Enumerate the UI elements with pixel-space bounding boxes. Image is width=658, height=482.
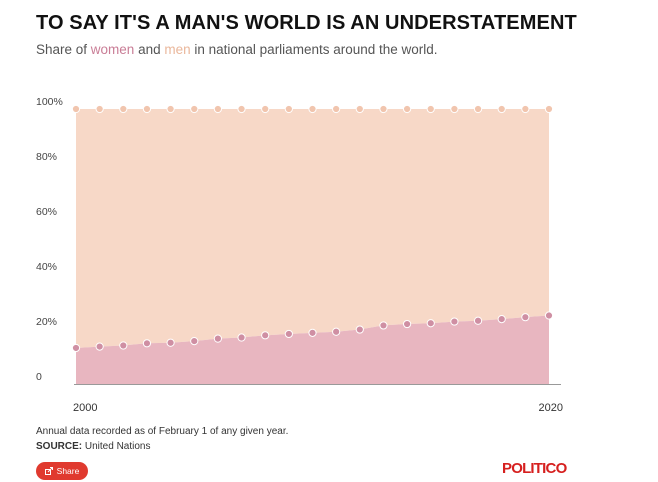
y-tick-label-80: 80% bbox=[36, 151, 57, 163]
share-icon bbox=[44, 467, 53, 475]
source-line: SOURCE: United Nations bbox=[36, 441, 151, 452]
men-point-2011[interactable] bbox=[332, 104, 341, 114]
politico-logo: POLITICO bbox=[502, 460, 567, 477]
women-point-2007[interactable] bbox=[237, 333, 246, 342]
women-point-2020[interactable] bbox=[544, 311, 554, 320]
source-label: SOURCE: bbox=[36, 441, 83, 452]
women-point-2018[interactable] bbox=[497, 315, 506, 324]
men-point-2005[interactable] bbox=[190, 104, 199, 114]
men-point-2002[interactable] bbox=[119, 104, 128, 114]
x-axis-labels: 2000 2020 bbox=[73, 402, 563, 414]
men-point-2008[interactable] bbox=[261, 104, 270, 114]
subtitle-men-legend: men bbox=[164, 42, 191, 57]
men-area bbox=[76, 109, 549, 348]
men-point-2014[interactable] bbox=[403, 104, 412, 114]
women-point-2015[interactable] bbox=[426, 319, 435, 328]
men-point-2019[interactable] bbox=[521, 104, 530, 114]
chart-points[interactable] bbox=[71, 104, 554, 353]
y-axis-labels: 0 20% 40% 60% 80% 100% bbox=[36, 96, 63, 383]
women-point-2008[interactable] bbox=[261, 331, 270, 340]
women-point-2016[interactable] bbox=[450, 317, 459, 326]
x-tick-label-start: 2000 bbox=[73, 402, 97, 414]
source-text: United Nations bbox=[82, 441, 151, 452]
women-point-2006[interactable] bbox=[213, 334, 222, 343]
men-point-2016[interactable] bbox=[450, 104, 459, 114]
women-point-2012[interactable] bbox=[355, 325, 364, 334]
women-point-2014[interactable] bbox=[403, 319, 412, 329]
women-point-2013[interactable] bbox=[379, 321, 388, 330]
women-point-2017[interactable] bbox=[473, 316, 483, 325]
men-point-2010[interactable] bbox=[308, 104, 317, 114]
area-chart: 0 20% 40% 60% 80% 100% 2000 2020 bbox=[36, 96, 563, 414]
subtitle-women-legend: women bbox=[90, 42, 135, 57]
women-point-2011[interactable] bbox=[332, 327, 341, 336]
men-point-2000[interactable] bbox=[71, 104, 81, 114]
chart-areas bbox=[74, 109, 561, 385]
women-point-2009[interactable] bbox=[284, 329, 293, 339]
men-point-2012[interactable] bbox=[355, 104, 364, 114]
y-tick-label-100: 100% bbox=[36, 96, 63, 108]
chart-title: TO SAY IT'S A MAN'S WORLD IS AN UNDERSTA… bbox=[36, 12, 577, 34]
share-label: Share bbox=[56, 466, 80, 476]
y-tick-label-0: 0 bbox=[36, 371, 42, 383]
men-point-2015[interactable] bbox=[426, 104, 435, 114]
men-point-2006[interactable] bbox=[213, 104, 222, 114]
y-tick-label-60: 60% bbox=[36, 206, 57, 218]
women-point-2004[interactable] bbox=[166, 338, 175, 347]
men-point-2017[interactable] bbox=[473, 104, 483, 114]
subtitle-suffix: in national parliaments around the world… bbox=[190, 42, 438, 57]
men-point-2009[interactable] bbox=[284, 104, 293, 114]
men-point-2018[interactable] bbox=[497, 104, 506, 114]
chart-subtitle: Share of women and men in national parli… bbox=[36, 42, 438, 57]
x-tick-label-end: 2020 bbox=[539, 402, 563, 414]
women-point-2001[interactable] bbox=[95, 342, 104, 351]
y-tick-label-20: 20% bbox=[36, 316, 57, 328]
women-point-2000[interactable] bbox=[71, 343, 81, 353]
subtitle-and: and bbox=[134, 42, 165, 57]
men-point-2001[interactable] bbox=[95, 104, 104, 114]
women-point-2010[interactable] bbox=[308, 328, 317, 337]
men-point-2007[interactable] bbox=[237, 104, 246, 114]
y-tick-label-40: 40% bbox=[36, 261, 57, 273]
women-area bbox=[76, 315, 549, 384]
women-point-2005[interactable] bbox=[190, 337, 199, 346]
subtitle-prefix: Share of bbox=[36, 42, 91, 57]
footnote: Annual data recorded as of February 1 of… bbox=[36, 426, 289, 437]
women-point-2002[interactable] bbox=[119, 341, 128, 350]
men-point-2004[interactable] bbox=[166, 104, 175, 114]
women-point-2003[interactable] bbox=[142, 339, 152, 348]
men-point-2003[interactable] bbox=[142, 104, 152, 114]
share-button[interactable]: Share bbox=[36, 462, 88, 480]
men-point-2013[interactable] bbox=[379, 104, 388, 114]
men-point-2020[interactable] bbox=[544, 104, 554, 114]
women-point-2019[interactable] bbox=[521, 313, 530, 322]
